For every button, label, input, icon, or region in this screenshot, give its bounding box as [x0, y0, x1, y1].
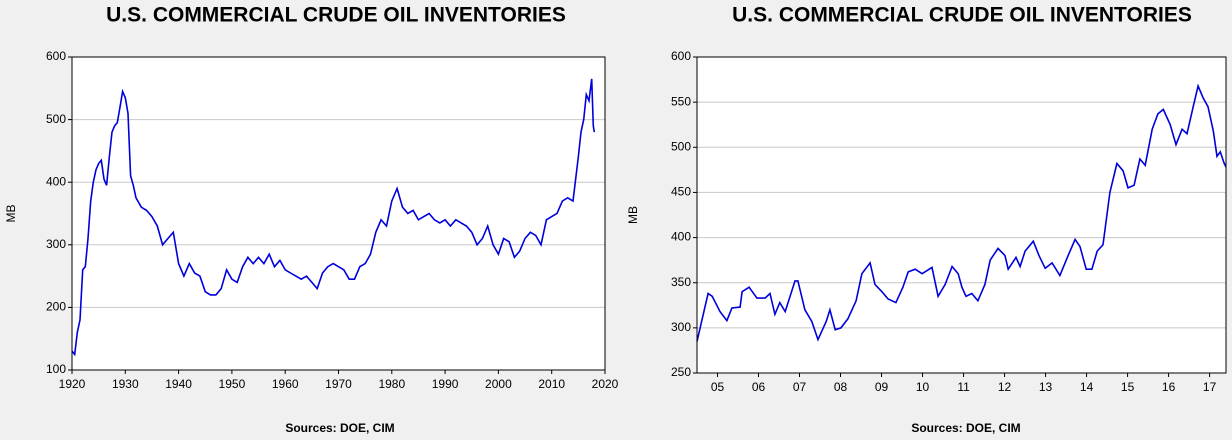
x-tick-label: 17 — [1203, 380, 1217, 394]
x-tick-label: 06 — [752, 380, 766, 394]
x-tick-label: 1940 — [165, 377, 192, 391]
y-tick-label: 250 — [671, 365, 691, 379]
y-tick-label: 400 — [46, 174, 66, 188]
x-tick-label: 13 — [1039, 380, 1053, 394]
x-tick-label: 1920 — [59, 377, 86, 391]
y-tick-label: 550 — [671, 94, 691, 108]
y-tick-label: 100 — [46, 362, 66, 376]
x-tick-label: 07 — [793, 380, 807, 394]
x-tick-label: 15 — [1121, 380, 1135, 394]
y-tick-label: 300 — [46, 237, 66, 251]
plot-area — [72, 57, 605, 370]
y-tick-label: 400 — [671, 230, 691, 244]
y-tick-label: 300 — [671, 320, 691, 334]
y-tick-label: 200 — [46, 300, 66, 314]
x-tick-label: 1970 — [325, 377, 352, 391]
x-tick-label: 08 — [834, 380, 848, 394]
x-tick-label: 1960 — [272, 377, 299, 391]
plot-frame — [696, 56, 1227, 374]
y-tick-label: 500 — [46, 112, 66, 126]
chart-title: U.S. COMMERCIAL CRUDE OIL INVENTORIES — [732, 4, 1192, 27]
data-line — [71, 78, 596, 357]
source-note: Sources: DOE, CIM — [285, 421, 394, 435]
plot-area — [697, 57, 1226, 373]
x-tick-label: 11 — [957, 380, 970, 394]
y-tick-label: 350 — [671, 275, 691, 289]
x-tick-label: 10 — [916, 380, 930, 394]
x-tick-label: 2000 — [485, 377, 512, 391]
y-axis-label: MB — [626, 206, 640, 224]
x-tick-label: 1980 — [378, 377, 405, 391]
x-tick-label: 2010 — [538, 377, 565, 391]
x-tick-label: 1990 — [432, 377, 459, 391]
y-tick-label: 600 — [46, 49, 66, 63]
x-tick-label: 16 — [1162, 380, 1176, 394]
y-axis-label: MB — [4, 205, 18, 223]
x-tick-label: 1950 — [219, 377, 246, 391]
x-tick-label: 05 — [711, 380, 725, 394]
data-line — [696, 83, 1227, 342]
chart-title: U.S. COMMERCIAL CRUDE OIL INVENTORIES — [106, 4, 566, 27]
source-note: Sources: DOE, CIM — [911, 421, 1020, 435]
plot-frame — [71, 56, 606, 371]
y-tick-label: 500 — [671, 139, 691, 153]
y-tick-label: 600 — [671, 49, 691, 63]
x-tick-label: 12 — [998, 380, 1012, 394]
y-tick-label: 450 — [671, 185, 691, 199]
x-tick-label: 14 — [1080, 380, 1094, 394]
x-tick-label: 2020 — [592, 377, 619, 391]
x-tick-label: 09 — [875, 380, 889, 394]
x-tick-label: 1930 — [112, 377, 139, 391]
